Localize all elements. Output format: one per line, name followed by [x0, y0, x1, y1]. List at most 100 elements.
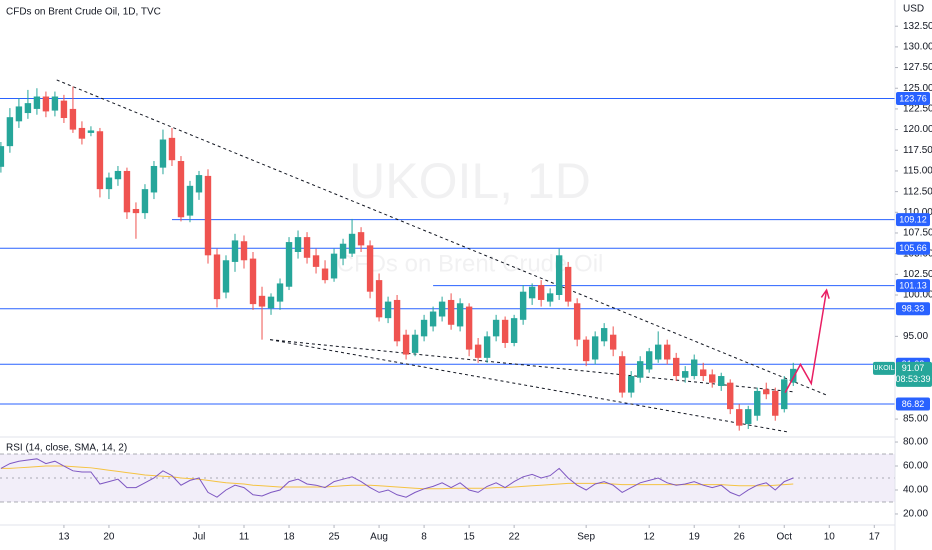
candle-body [168, 137, 176, 161]
candle-body [285, 242, 293, 287]
x-tick-label: 20 [103, 532, 115, 543]
y-tick-label: 100.00 [903, 290, 932, 301]
candle-body [609, 334, 617, 350]
level-label-box [896, 213, 930, 227]
trendline [56, 79, 827, 396]
x-tick-label: 18 [283, 532, 295, 543]
candle-body [429, 311, 437, 327]
x-tick-label: 17 [869, 532, 881, 543]
x-tick-label: 26 [734, 532, 746, 543]
candle-body [600, 328, 608, 342]
level-label: 86.82 [902, 399, 925, 409]
candle-body [582, 339, 590, 362]
candle-body [177, 161, 185, 218]
candle-body [303, 237, 311, 258]
y-tick-label: 110.00 [903, 207, 932, 218]
level-label-box [896, 91, 930, 105]
candle-body [537, 285, 545, 300]
y-tick-label: 132.50 [903, 21, 932, 32]
candle-body [240, 241, 248, 261]
level-label-box [896, 241, 930, 255]
candle-body [420, 319, 428, 337]
level-label: 123.76 [899, 93, 927, 103]
y-tick-label: 125.00 [903, 83, 932, 94]
candle-body [754, 390, 761, 416]
candle-body [213, 254, 221, 300]
candle-body [195, 175, 203, 193]
level-label: 98.33 [902, 304, 925, 314]
candle-body [60, 100, 68, 119]
watermark-subtitle: CFDs on Brent Crude Oil [337, 250, 604, 277]
x-tick-label: Sep [577, 532, 595, 543]
candle-body [6, 117, 14, 147]
candle-body [663, 344, 671, 360]
candle-body [591, 336, 599, 360]
candle-body [645, 351, 653, 370]
candle-body [745, 409, 752, 425]
currency: USD [903, 4, 924, 15]
y-tick-label: 102.50 [903, 269, 932, 280]
y-tick-label: 115.00 [903, 166, 932, 177]
candle-body [267, 296, 275, 309]
x-tick-label: 8 [421, 532, 427, 543]
candle-body [222, 260, 230, 293]
candle-body [78, 127, 86, 139]
x-tick-label: Oct [776, 532, 792, 543]
x-tick-label: 15 [464, 532, 476, 543]
candle-body [105, 177, 113, 190]
candle-body [0, 146, 5, 167]
candle-body [700, 369, 707, 377]
candle-body [673, 357, 680, 377]
candle-body [627, 376, 635, 393]
candle-body [691, 359, 698, 377]
y-tick-label: 122.50 [903, 104, 932, 115]
candle-body [141, 189, 149, 214]
level-label-box [896, 302, 930, 316]
level-label: 109.12 [899, 214, 927, 224]
rsi-line [0, 458, 794, 498]
candle-body [114, 170, 122, 180]
rsi-sma-line [0, 465, 794, 490]
x-tick-label: 11 [239, 532, 250, 543]
candle-body [438, 301, 446, 317]
forecast-arrow [784, 289, 828, 393]
candle-body [186, 185, 194, 216]
candle-body [636, 361, 644, 378]
candle-body [69, 108, 77, 130]
candle-body [249, 258, 257, 305]
candle-body [357, 232, 365, 246]
candle-body [781, 379, 788, 410]
rsi-tick-label: 20.00 [903, 509, 928, 520]
x-tick-label: 13 [58, 532, 70, 543]
symbol-label: UKOIL [873, 365, 894, 372]
x-tick-label: Aug [370, 532, 388, 543]
candle-body [564, 266, 572, 302]
y-tick-label: 117.50 [903, 145, 932, 156]
candle-body [546, 293, 554, 302]
rsi-band-fill [0, 454, 895, 502]
candle-body [42, 96, 50, 112]
candle-body [15, 106, 23, 122]
price-label: 91.07 [902, 363, 925, 373]
candle-body [555, 255, 563, 295]
level-label: 105.66 [899, 243, 927, 253]
candle-body [375, 280, 383, 318]
x-tick-label: 10 [824, 532, 836, 543]
candle-body [519, 291, 527, 320]
candle-body [330, 253, 338, 279]
x-tick-label: Jul [193, 532, 206, 543]
price-label-box [896, 361, 932, 387]
candle-body [33, 96, 41, 109]
level-label-box [896, 397, 930, 411]
candle-body [276, 283, 284, 302]
candle-body [150, 165, 158, 193]
candle-body [501, 319, 509, 343]
arrow-head [820, 288, 830, 299]
rsi-label: RSI (14, close, SMA, 14, 2) [6, 443, 127, 454]
candle-body [654, 344, 662, 360]
y-tick-label: 130.00 [903, 42, 932, 53]
candle-body [294, 237, 302, 252]
candle-body [510, 318, 518, 343]
